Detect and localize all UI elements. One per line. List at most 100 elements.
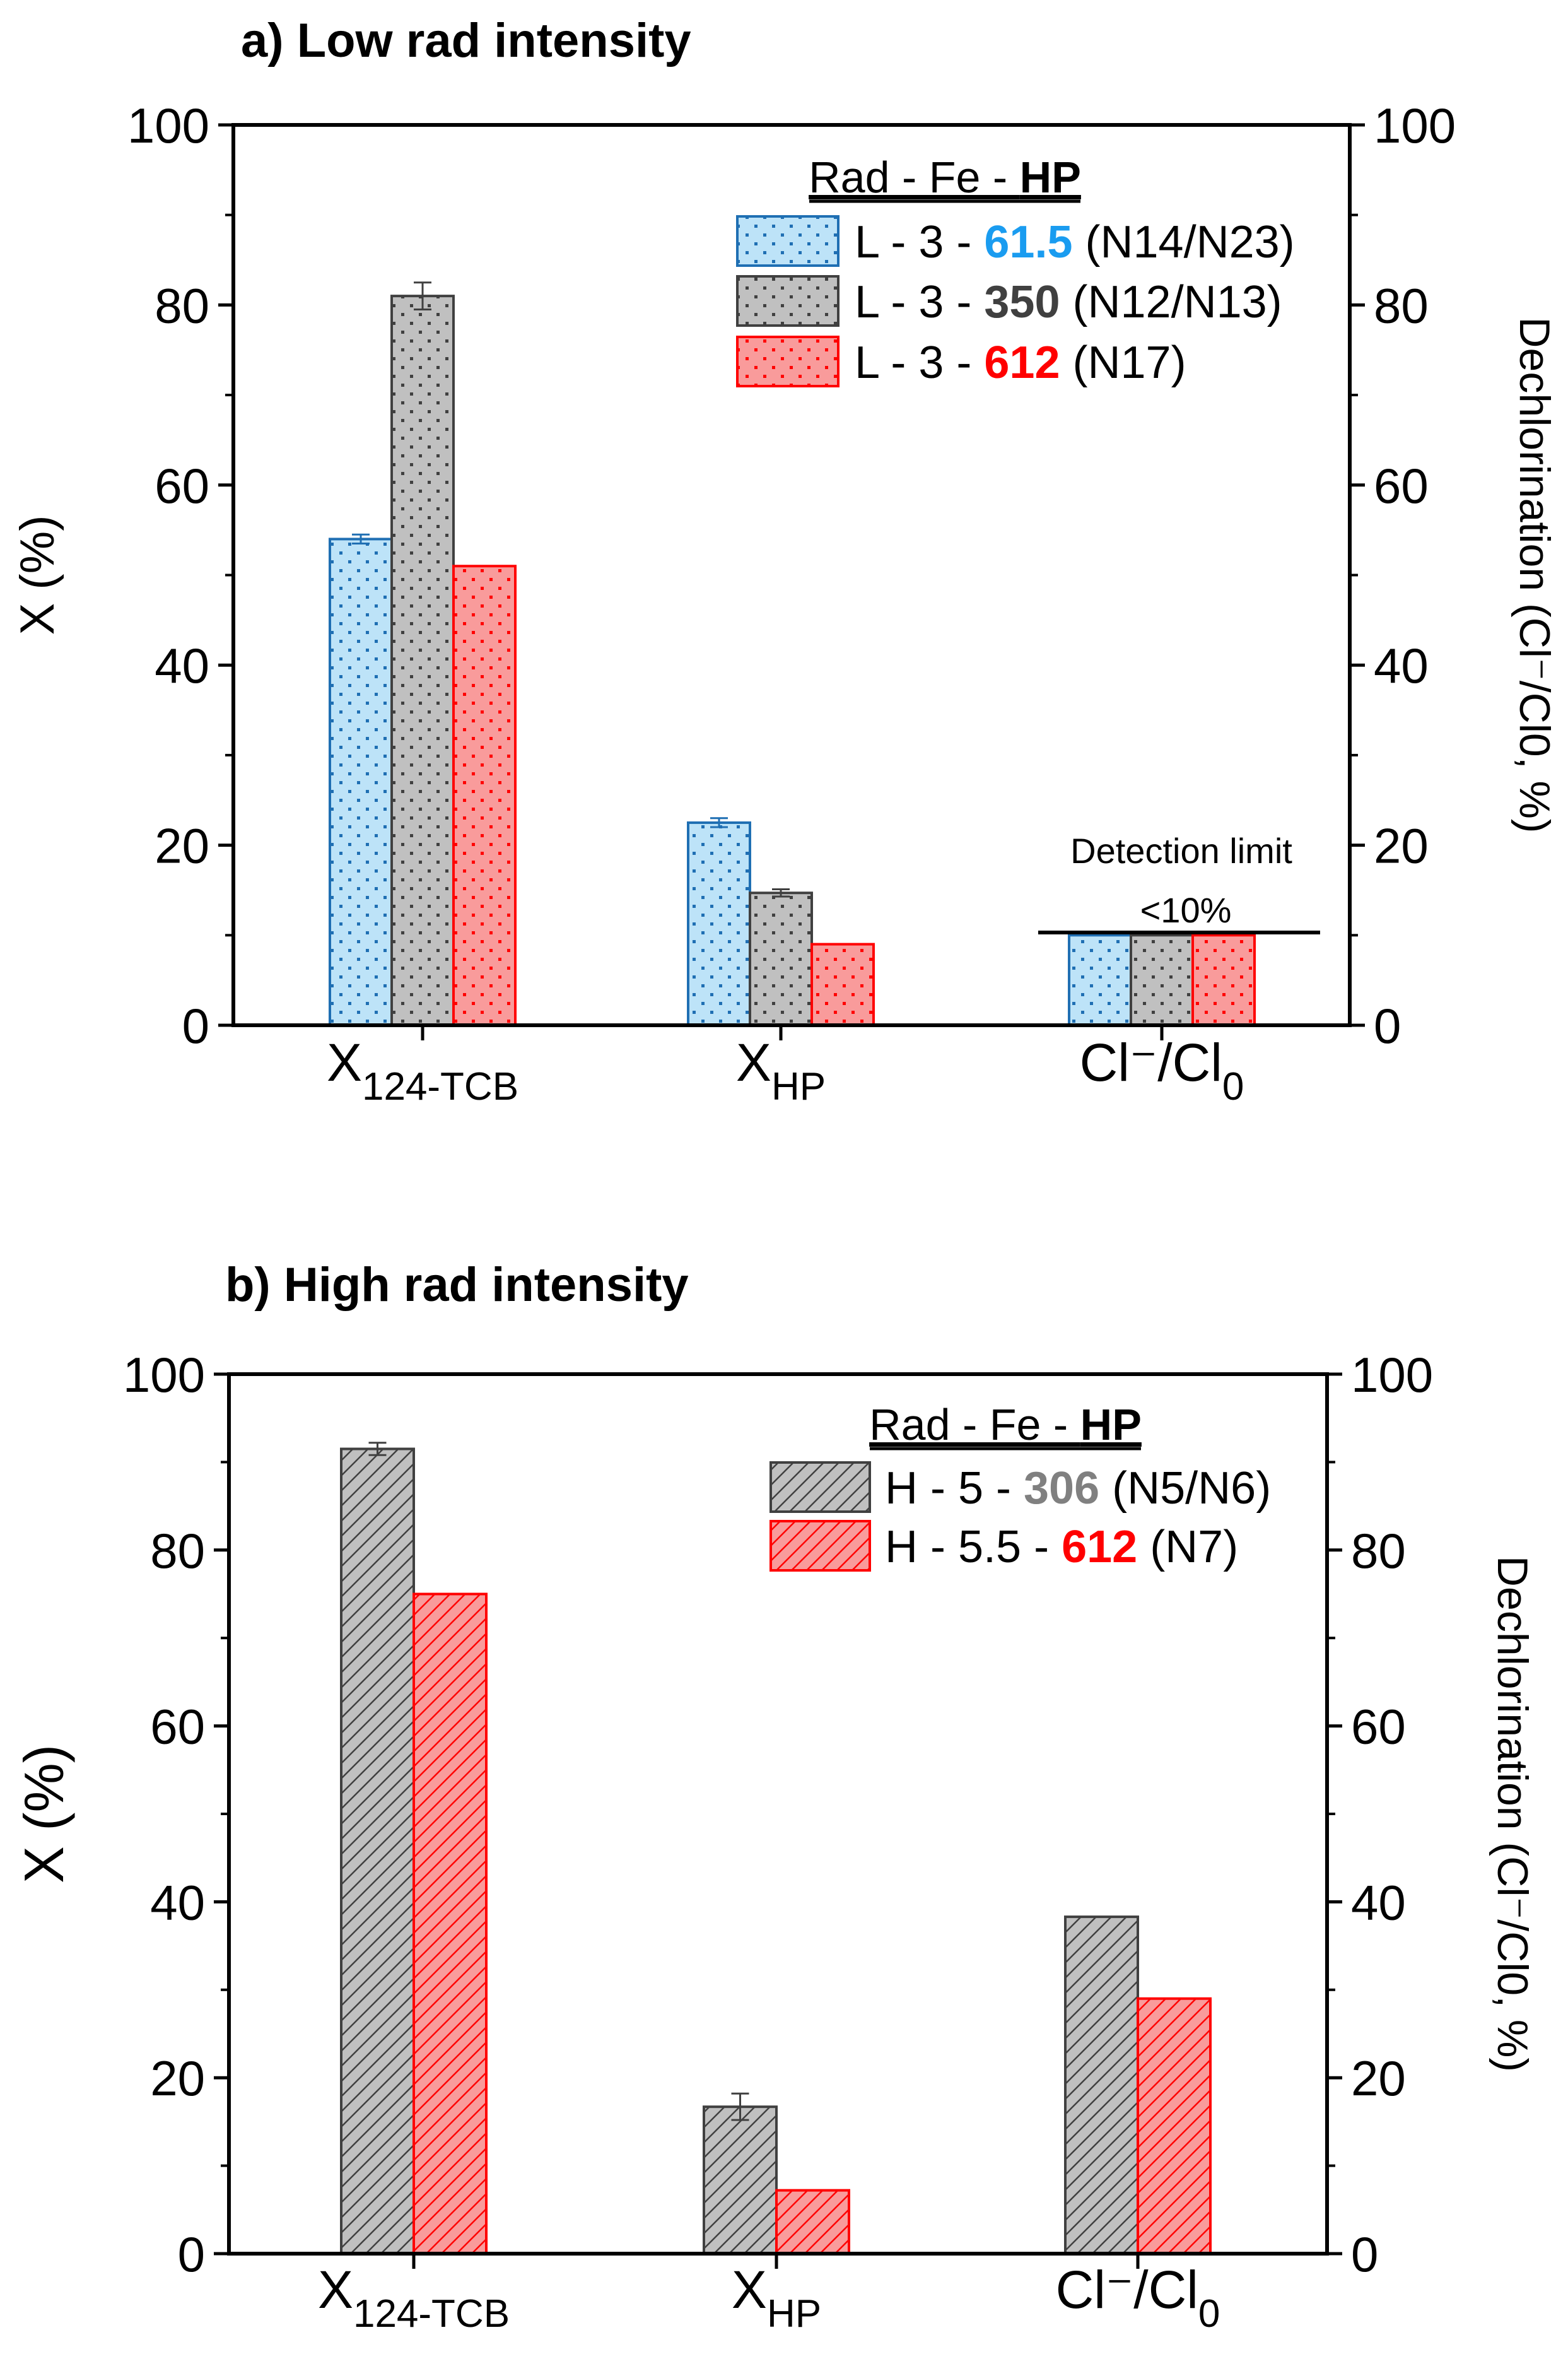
y-tick-label: 80 [150,1523,205,1579]
y-tick-label-right: 60 [1351,1699,1406,1755]
x-label-main: X [318,2260,353,2319]
x-label-sub: HP [771,1065,826,1109]
y-tick-label-right: 80 [1351,1523,1406,1579]
detection-limit-value: <10% [1140,890,1232,930]
y-tick-label-right: 80 [1374,278,1429,333]
x-label-main: X [736,1033,771,1092]
y-tick-label-right: 40 [1351,1874,1406,1930]
legend-title: Rad - Fe - HP [869,1400,1142,1449]
x-tick-label: Cl⁻/Cl0 [1056,2260,1220,2336]
legend-entry: H - 5.5 - 612 (N7) [885,1522,1238,1572]
legend-prefix: H - 5 - [885,1463,1024,1514]
y-tick-label: 20 [150,2050,205,2106]
y-tick-label: 40 [150,1874,205,1930]
x-label-sub: 124-TCB [362,1065,518,1109]
legend-title-bold: HP [1020,153,1081,202]
y-tick-label: 20 [155,818,209,874]
x-label-sub: 0 [1222,1065,1244,1109]
x-label-main: Cl⁻/Cl [1056,2260,1198,2319]
legend-hp: 61.5 [984,217,1072,268]
x-tick-label: XHP [736,1033,826,1109]
legend-swatch [736,275,840,327]
bar [749,891,813,1027]
bar [810,943,875,1027]
x-label-main: X [327,1033,362,1092]
error-bar [772,888,790,898]
x-label-sub: 124-TCB [353,2292,510,2336]
x-tick-label: Cl⁻/Cl0 [1080,1033,1244,1109]
y-tick-label: 60 [155,458,209,514]
bar [1137,1997,1212,2255]
legend-title-plain: Rad - Fe - [809,153,1020,202]
chart-title: a) Low rad intensity [241,14,691,68]
x-label-main: Cl⁻/Cl [1080,1033,1222,1092]
chart-panel-b: b) High rad intensity 0 0 20 20 40 40 60 60 80 80 1… [13,1258,1536,2336]
legend-entry: L - 3 - 350 (N12/N13) [855,277,1282,327]
error-bar [731,2092,749,2121]
bar [390,295,455,1027]
bar [1130,934,1194,1027]
y-axis-label: X (%) [13,1744,75,1883]
bar [687,821,751,1027]
bar [703,2105,778,2255]
y-tick-label-right: 20 [1374,818,1429,874]
y-tick-label: 100 [123,1347,205,1403]
legend-prefix: L - 3 - [855,338,984,388]
y-axis-label: X (%) [11,515,64,635]
bar [329,538,393,1027]
legend: Rad - Fe - HP H - 5 - 306 (N5/N6) H - 5.5 … [769,1400,1271,1572]
y-tick-label-right: 40 [1374,638,1429,693]
x-tick-label: X124-TCB [327,1033,518,1109]
bar [1064,1915,1139,2255]
x-label-main: X [732,2260,767,2319]
bar [452,565,517,1027]
chart-panel-a: a) Low rad intensity 0 0 20 20 40 40 60 60 80 80 10… [11,14,1559,1109]
error-bar [710,817,728,828]
x-tick-label: X124-TCB [318,2260,510,2336]
bar [412,1592,488,2255]
legend-entry: L - 3 - 61.5 (N14/N23) [855,217,1295,268]
y-tick-label: 40 [155,638,209,693]
x-label-sub: 0 [1198,2292,1220,2336]
y-tick-label: 60 [150,1699,205,1755]
legend-title-bold: HP [1080,1400,1142,1449]
y-tick-label: 0 [182,998,209,1054]
legend-suffix: (N12/N13) [1060,277,1282,327]
bar [1191,934,1256,1027]
legend-swatch [736,336,840,387]
legend: Rad - Fe - HPL - 3 - 61.5 (N14/N23)L - 3… [736,153,1295,388]
bar [775,2189,850,2256]
legend-suffix: (N17) [1060,338,1186,388]
legend-title: Rad - Fe - HP [809,153,1081,202]
legend-suffix: (N7) [1137,1522,1238,1572]
legend-prefix: L - 3 - [855,277,984,327]
y-tick-label: 0 [178,2227,205,2282]
legend-title-plain: Rad - Fe - [869,1400,1080,1449]
y-tick-label-right: 0 [1374,998,1401,1054]
bar [1068,934,1132,1027]
error-bar [352,533,370,545]
y-axis-label-right: Dechlorination (Cl⁻/Cl0, %) [1511,317,1559,833]
legend-prefix: L - 3 - [855,217,984,268]
legend-suffix: (N14/N23) [1073,217,1295,268]
y-axis-label-right: Dechlorination (Cl⁻/Cl0, %) [1489,1556,1536,2072]
legend-swatch [736,215,840,267]
y-tick-label-right: 60 [1374,458,1429,514]
legend-hp: 306 [1024,1463,1099,1514]
legend-hp: 350 [984,277,1060,327]
y-tick-label-right: 0 [1351,2227,1378,2282]
y-tick-label-right: 100 [1351,1347,1433,1403]
y-tick-label: 100 [127,98,209,153]
legend-swatch [769,1461,871,1513]
y-tick-label: 80 [155,278,209,333]
bar [340,1447,415,2255]
error-bar [414,281,431,311]
legend-suffix: (N5/N6) [1099,1463,1271,1514]
x-tick-label: XHP [732,2260,821,2336]
legend-prefix: H - 5.5 - [885,1522,1062,1572]
error-bar [368,1442,387,1456]
chart-title: b) High rad intensity [225,1258,689,1312]
detection-limit-label: Detection limit [1070,831,1292,871]
y-tick-label-right: 20 [1351,2050,1406,2106]
